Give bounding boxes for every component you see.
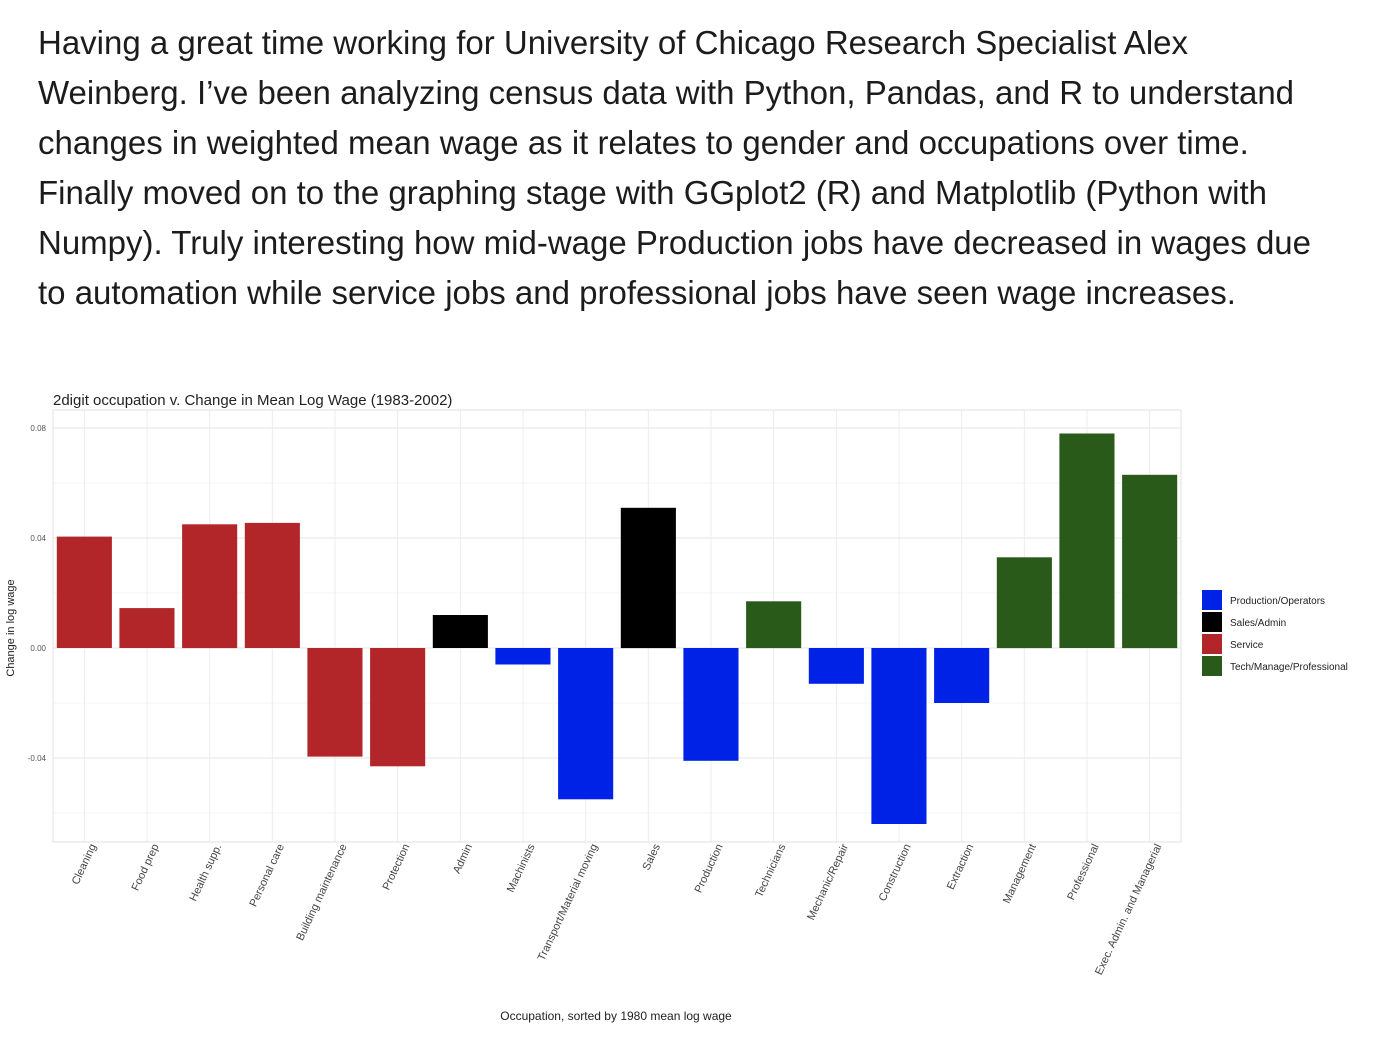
x-tick-label: Technicians — [753, 842, 788, 900]
bar — [558, 648, 614, 800]
legend-label: Tech/Manage/Professional — [1230, 662, 1348, 673]
bar — [56, 536, 112, 648]
bar — [1059, 433, 1115, 648]
x-tick-label: Machinists — [505, 842, 538, 895]
x-tick-label: Exec. Admin. and Managerial — [1093, 842, 1164, 977]
x-tick-label: Extraction — [945, 842, 977, 891]
legend-swatch — [1202, 634, 1222, 654]
legend-label: Sales/Admin — [1230, 618, 1286, 629]
x-tick-label: Construction — [877, 842, 914, 903]
x-axis-label: Occupation, sorted by 1980 mean log wage — [500, 1009, 732, 1023]
bars — [56, 433, 1178, 824]
chart-svg: 2digit occupation v. Change in Mean Log … — [5, 392, 1348, 1023]
plot-area — [53, 410, 1181, 842]
y-tick-label: 0.00 — [30, 644, 46, 653]
x-tick-label: Admin — [451, 842, 475, 875]
x-tick-label: Building maintenance — [294, 842, 349, 942]
bar — [432, 615, 488, 648]
x-tick-label: Health supp. — [187, 842, 224, 903]
bar — [1122, 474, 1178, 649]
bar — [307, 648, 363, 757]
bar — [244, 522, 300, 648]
x-tick-label: Cleaning — [70, 842, 99, 886]
bar — [808, 648, 864, 684]
x-tick-label: Production — [693, 842, 726, 895]
x-tick-label: Professional — [1065, 842, 1101, 902]
x-tick-label: Protection — [381, 842, 413, 892]
legend-label: Service — [1230, 640, 1264, 651]
bar — [119, 608, 175, 648]
bar — [746, 601, 802, 649]
bar — [370, 648, 426, 767]
bar — [871, 648, 927, 824]
y-tick-label: -0.04 — [28, 754, 47, 763]
legend-label: Production/Operators — [1230, 596, 1325, 607]
bar — [683, 648, 739, 761]
y-axis-label: Change in log wage — [5, 579, 17, 676]
x-tick-label: Transport/Material moving — [536, 842, 601, 962]
bar — [996, 557, 1052, 649]
plot-border — [52, 409, 1182, 843]
x-tick-label: Personal care — [247, 842, 287, 909]
bar-chart: 2digit occupation v. Change in Mean Log … — [0, 380, 1378, 1040]
x-tick-label: Mechanic/Repair — [805, 842, 851, 922]
x-tick-label: Management — [1001, 842, 1039, 905]
legend-swatch — [1202, 590, 1222, 610]
post-text: Having a great time working for Universi… — [38, 24, 1311, 311]
legend: Production/Operators Sales/Admin Service Te… — [1202, 590, 1348, 676]
bar — [495, 648, 551, 665]
legend-swatch — [1202, 656, 1222, 676]
bar — [620, 507, 676, 649]
y-tick-label: 0.08 — [30, 424, 46, 433]
legend-swatch — [1202, 612, 1222, 632]
bar — [182, 524, 238, 649]
x-tick-label: Food prep — [130, 842, 162, 893]
bar — [934, 648, 990, 703]
chart-title: 2digit occupation v. Change in Mean Log … — [53, 392, 452, 409]
y-tick-label: 0.04 — [30, 534, 46, 543]
y-axis-ticks: 0.08 0.04 0.00 -0.04 — [28, 424, 47, 763]
x-tick-label: Sales — [641, 842, 664, 872]
x-axis-ticks: Cleaning Food prep Health supp. Personal ca… — [70, 842, 1165, 977]
